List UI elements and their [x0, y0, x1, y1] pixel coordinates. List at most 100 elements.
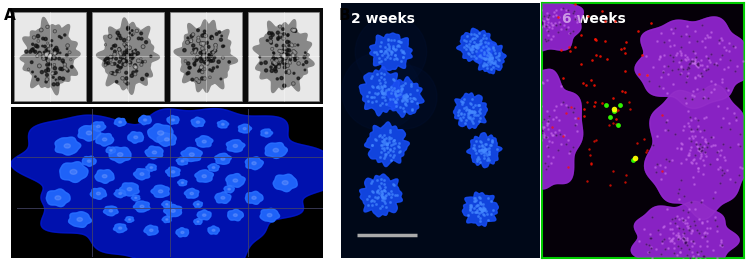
- Point: [527, 139, 539, 143]
- Point: [37, 44, 49, 48]
- Point: [545, 37, 557, 41]
- Point: [44, 53, 56, 57]
- Point: [704, 162, 716, 166]
- Point: [284, 60, 296, 64]
- Point: [485, 140, 497, 144]
- Point: [532, 116, 544, 120]
- Polygon shape: [11, 109, 343, 261]
- Point: [278, 53, 290, 57]
- Point: [532, 125, 544, 129]
- Point: [376, 139, 388, 143]
- Point: [41, 57, 53, 61]
- Point: [400, 94, 412, 98]
- Point: [609, 19, 621, 23]
- Point: [215, 38, 227, 42]
- Polygon shape: [266, 143, 287, 158]
- Point: [536, 129, 548, 134]
- Point: [278, 54, 290, 58]
- Point: [663, 236, 675, 240]
- Point: [62, 44, 74, 48]
- Point: [701, 219, 713, 223]
- Polygon shape: [86, 131, 92, 135]
- Point: [477, 150, 489, 154]
- Point: [716, 53, 728, 57]
- Polygon shape: [196, 121, 200, 123]
- Point: [662, 118, 674, 122]
- Point: [254, 55, 266, 59]
- Point: [678, 236, 690, 240]
- Point: [184, 38, 196, 42]
- Point: [377, 91, 389, 95]
- Point: [200, 48, 212, 52]
- Point: [510, 134, 522, 138]
- Point: [375, 189, 387, 193]
- Point: [406, 106, 418, 111]
- Point: [594, 54, 606, 58]
- Point: [470, 45, 482, 49]
- Point: [687, 158, 699, 162]
- Point: [492, 57, 504, 61]
- Point: [49, 52, 61, 56]
- Point: [470, 44, 482, 48]
- Point: [543, 114, 555, 118]
- Point: [534, 9, 546, 13]
- Point: [464, 207, 476, 211]
- Point: [697, 145, 709, 149]
- Point: [280, 57, 292, 61]
- Point: [58, 62, 70, 67]
- Point: [376, 195, 388, 199]
- Point: [677, 128, 689, 132]
- Point: [466, 105, 478, 109]
- Point: [391, 88, 403, 93]
- Point: [61, 67, 73, 72]
- Point: [49, 56, 61, 60]
- Point: [481, 53, 493, 57]
- Point: [681, 74, 693, 78]
- Point: [389, 141, 401, 145]
- Point: [40, 37, 52, 41]
- Point: [689, 141, 701, 146]
- Point: [517, 122, 529, 127]
- Point: [275, 50, 287, 54]
- Point: [716, 80, 728, 84]
- Point: [714, 57, 726, 61]
- Point: [672, 244, 684, 248]
- Point: [472, 210, 484, 214]
- Point: [692, 252, 704, 257]
- Polygon shape: [128, 188, 132, 191]
- Point: [365, 84, 377, 88]
- Bar: [14, 12, 86, 100]
- Polygon shape: [189, 153, 194, 156]
- Point: [683, 40, 695, 44]
- Polygon shape: [475, 42, 506, 74]
- Point: [412, 88, 424, 93]
- Point: [43, 50, 55, 54]
- Point: [478, 148, 490, 152]
- Point: [477, 206, 489, 211]
- Point: [214, 30, 226, 34]
- Point: [484, 52, 496, 57]
- Point: [100, 43, 112, 47]
- Point: [716, 240, 728, 244]
- Point: [363, 194, 375, 198]
- Point: [688, 258, 700, 261]
- Point: [692, 169, 704, 173]
- Polygon shape: [97, 125, 100, 128]
- Point: [560, 27, 572, 31]
- Point: [542, 15, 554, 19]
- Point: [275, 50, 287, 54]
- Polygon shape: [228, 209, 244, 221]
- Point: [218, 44, 230, 48]
- Point: [43, 59, 55, 63]
- Polygon shape: [181, 160, 184, 162]
- Polygon shape: [92, 122, 106, 132]
- Point: [465, 102, 477, 106]
- Point: [673, 60, 685, 64]
- Polygon shape: [77, 218, 82, 221]
- Polygon shape: [55, 137, 81, 155]
- Point: [542, 11, 554, 15]
- Point: [711, 157, 723, 161]
- Point: [681, 238, 693, 242]
- Point: [279, 47, 291, 51]
- Point: [388, 78, 400, 82]
